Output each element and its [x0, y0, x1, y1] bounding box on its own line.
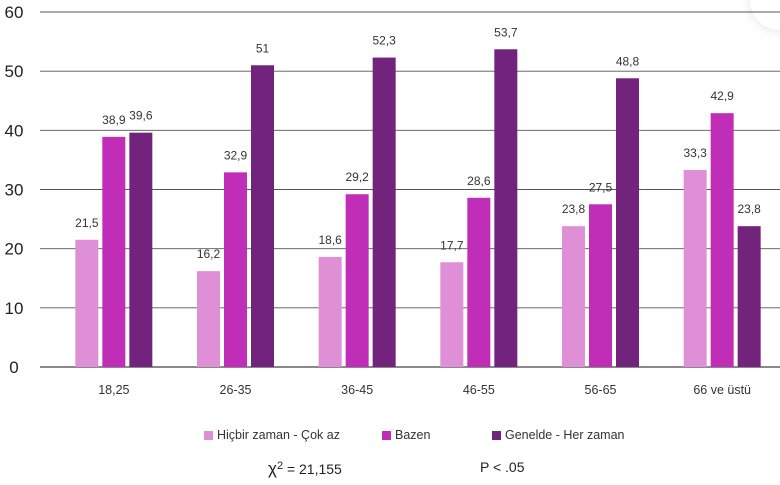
bar: [129, 132, 153, 367]
bar: [440, 262, 464, 367]
data-label: 23,8: [737, 202, 761, 216]
bar: [224, 172, 247, 367]
data-label: 27,5: [589, 180, 613, 194]
data-label: 39,6: [129, 109, 153, 123]
bar: [75, 239, 99, 367]
x-axis-ticks: 18,25 26-35 36-45 46-55 56-65 66 ve üstü: [98, 383, 751, 397]
legend-item-hicbir: Hiçbir zaman - Çok az: [204, 428, 340, 442]
y-axis-ticks: 0 10 20 30 40 50 60: [5, 3, 24, 377]
bar: [616, 78, 639, 368]
bar: [683, 169, 707, 367]
bar: [737, 226, 761, 367]
data-label: 18,6: [318, 233, 342, 247]
data-label: 17,7: [440, 238, 464, 252]
bar: [562, 226, 585, 367]
value-labels: 21,5 38,9 39,6 16,2 32,9 51 18,6 29,2 52,3 17,7 28…: [75, 25, 761, 261]
bar: [318, 256, 342, 367]
bar: [345, 194, 369, 367]
y-tick-label: 40: [5, 121, 24, 140]
bar: [494, 49, 518, 368]
data-label: 51: [256, 41, 270, 55]
x-tick-label: 66 ve üstü: [693, 383, 751, 397]
bar: [710, 113, 734, 367]
legend-item-bazen: Bazen: [382, 428, 430, 442]
legend-label-genelde: Genelde - Her zaman: [505, 428, 625, 442]
y-tick-label: 0: [9, 358, 18, 377]
x-tick-label: 46-55: [463, 383, 495, 397]
bar: [467, 197, 491, 367]
data-label: 16,2: [197, 247, 221, 261]
y-tick-label: 30: [5, 181, 24, 200]
bar: [197, 271, 220, 367]
data-label: 33,3: [683, 146, 707, 160]
y-tick-label: 50: [5, 62, 24, 81]
x-tick-label: 56-65: [585, 383, 617, 397]
legend-swatch-hicbir: [204, 430, 213, 440]
y-tick-label: 60: [5, 3, 24, 22]
x-tick-label: 18,25: [98, 383, 129, 397]
data-label: 52,3: [372, 34, 396, 48]
y-tick-label: 10: [5, 299, 24, 318]
bar: [589, 204, 612, 367]
data-label: 32,9: [224, 148, 248, 162]
x-tick-label: 26-35: [220, 383, 252, 397]
bar: [372, 57, 396, 367]
data-label: 28,6: [467, 174, 491, 188]
legend: Hiçbir zaman - Çok az Bazen Genelde - He…: [0, 428, 780, 444]
legend-item-genelde: Genelde - Her zaman: [492, 428, 625, 442]
bar: [102, 136, 126, 367]
chi-square-stat: χ2 = 21,155: [268, 459, 342, 479]
chi-exponent: 2: [276, 460, 284, 472]
data-label: 29,2: [345, 170, 369, 184]
data-label: 21,5: [75, 216, 99, 230]
data-label: 38,9: [102, 113, 126, 127]
data-label: 53,7: [494, 25, 518, 39]
bars: [75, 49, 761, 368]
legend-label-hicbir: Hiçbir zaman - Çok az: [217, 428, 340, 442]
legend-swatch-bazen: [382, 430, 391, 440]
legend-swatch-genelde: [492, 430, 501, 440]
data-label: 42,9: [710, 89, 734, 103]
gridlines: [40, 11, 780, 368]
bar: [251, 65, 274, 367]
data-label: 48,8: [616, 54, 640, 68]
chi-value: = 21,155: [283, 461, 342, 477]
y-tick-label: 20: [5, 240, 24, 259]
x-tick-label: 36-45: [341, 383, 373, 397]
p-value-stat: P < .05: [480, 459, 525, 475]
chi-symbol: χ: [268, 459, 277, 478]
legend-label-bazen: Bazen: [395, 428, 431, 442]
bar-chart: 0 10 20 30 40 50 60 21,5 38,9 39,6 16,2 32,9 51 18,6…: [5, 3, 780, 397]
data-label: 23,8: [562, 202, 586, 216]
